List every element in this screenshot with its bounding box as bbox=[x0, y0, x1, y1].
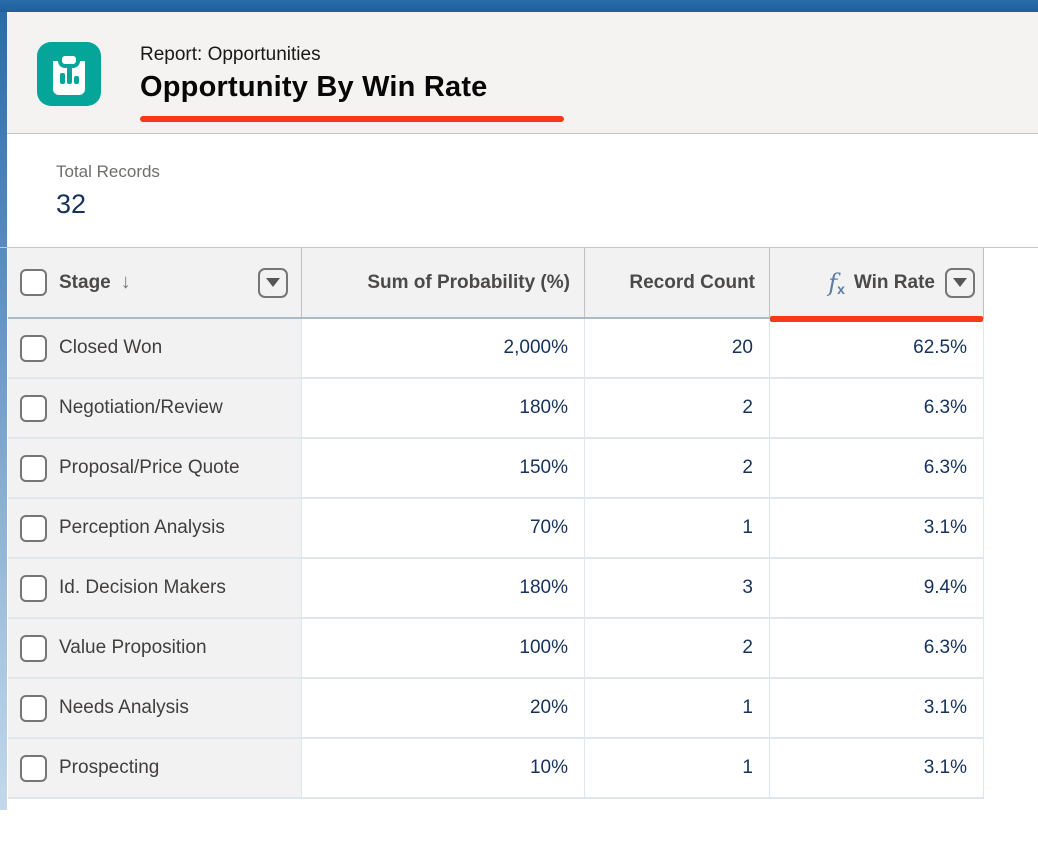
column-header-record-count[interactable]: Record Count bbox=[585, 248, 770, 317]
table-row: Negotiation/Review 180% 2 6.3% bbox=[8, 379, 984, 439]
total-records-value: 32 bbox=[56, 189, 87, 219]
win-rate-column-menu-button[interactable] bbox=[945, 267, 975, 298]
sort-descending-icon: ↓ bbox=[120, 271, 131, 293]
row-checkbox[interactable] bbox=[20, 334, 47, 362]
row-checkbox[interactable] bbox=[20, 754, 47, 782]
win-rate-cell: 6.3% bbox=[770, 439, 984, 497]
report-chart-icon bbox=[37, 42, 101, 106]
report-type-label: Report: Opportunities bbox=[140, 44, 321, 65]
record-count-cell: 1 bbox=[585, 679, 770, 737]
column-label-record-count: Record Count bbox=[629, 271, 755, 293]
table-row: Value Proposition 100% 2 6.3% bbox=[8, 619, 984, 679]
record-count-cell: 2 bbox=[585, 379, 770, 437]
stage-cell: Prospecting bbox=[8, 739, 302, 797]
table-row: Id. Decision Makers 180% 3 9.4% bbox=[8, 559, 984, 619]
sum-probability-cell: 70% bbox=[302, 499, 585, 557]
stage-cell: Proposal/Price Quote bbox=[8, 439, 302, 497]
stage-name: Prospecting bbox=[59, 757, 160, 778]
record-count-cell: 20 bbox=[585, 319, 770, 377]
report-title: Opportunity By Win Rate bbox=[140, 71, 488, 103]
column-header-stage[interactable]: Stage ↓ bbox=[8, 248, 302, 317]
column-header-win-rate[interactable]: fx Win Rate bbox=[770, 248, 984, 322]
table-row: Proposal/Price Quote 150% 2 6.3% bbox=[8, 439, 984, 499]
window-chrome-top bbox=[0, 0, 1038, 12]
sum-probability-cell: 2,000% bbox=[302, 319, 585, 377]
select-all-checkbox[interactable] bbox=[20, 269, 47, 296]
record-count-cell: 2 bbox=[585, 439, 770, 497]
stage-cell: Needs Analysis bbox=[8, 679, 302, 737]
stage-cell: Value Proposition bbox=[8, 619, 302, 677]
row-checkbox[interactable] bbox=[20, 634, 47, 662]
row-checkbox[interactable] bbox=[20, 394, 47, 422]
formula-fx-icon: fx bbox=[828, 268, 845, 297]
stage-name: Proposal/Price Quote bbox=[59, 457, 240, 478]
stage-name: Negotiation/Review bbox=[59, 397, 223, 418]
report-table: Stage ↓ Sum of Probability (%) Record Co… bbox=[8, 248, 984, 799]
win-rate-underline-annotation bbox=[770, 316, 983, 322]
stage-name: Id. Decision Makers bbox=[59, 577, 226, 598]
win-rate-cell: 9.4% bbox=[770, 559, 984, 617]
row-checkbox[interactable] bbox=[20, 574, 47, 602]
stage-name: Needs Analysis bbox=[59, 697, 189, 718]
stage-name: Value Proposition bbox=[59, 637, 207, 658]
sum-probability-cell: 20% bbox=[302, 679, 585, 737]
record-count-cell: 1 bbox=[585, 499, 770, 557]
record-count-cell: 1 bbox=[585, 739, 770, 797]
stage-cell: Negotiation/Review bbox=[8, 379, 302, 437]
stage-name: Perception Analysis bbox=[59, 517, 225, 538]
summary-section: Total Records 32 bbox=[7, 135, 1038, 247]
table-row: Closed Won 2,000% 20 62.5% bbox=[8, 319, 984, 379]
column-header-sum-probability[interactable]: Sum of Probability (%) bbox=[302, 248, 585, 317]
stage-cell: Id. Decision Makers bbox=[8, 559, 302, 617]
sum-probability-cell: 180% bbox=[302, 559, 585, 617]
row-checkbox[interactable] bbox=[20, 514, 47, 542]
total-records-label: Total Records bbox=[56, 162, 160, 181]
stage-column-menu-button[interactable] bbox=[258, 267, 288, 298]
column-label-win-rate: Win Rate bbox=[853, 271, 935, 293]
title-underline-annotation bbox=[140, 116, 564, 122]
sum-probability-cell: 10% bbox=[302, 739, 585, 797]
win-rate-cell: 3.1% bbox=[770, 499, 984, 557]
row-checkbox[interactable] bbox=[20, 694, 47, 722]
sum-probability-cell: 150% bbox=[302, 439, 585, 497]
record-count-cell: 3 bbox=[585, 559, 770, 617]
table-top-border bbox=[0, 247, 1038, 248]
stage-cell: Perception Analysis bbox=[8, 499, 302, 557]
table-body: Closed Won 2,000% 20 62.5% Negotiation/R… bbox=[8, 319, 984, 799]
table-header-row: Stage ↓ Sum of Probability (%) Record Co… bbox=[8, 248, 984, 322]
win-rate-cell: 3.1% bbox=[770, 679, 984, 737]
record-count-cell: 2 bbox=[585, 619, 770, 677]
chevron-down-icon bbox=[266, 278, 280, 287]
win-rate-cell: 6.3% bbox=[770, 379, 984, 437]
window-chrome-left bbox=[0, 12, 7, 810]
column-label-sum-probability: Sum of Probability (%) bbox=[367, 271, 570, 293]
table-row: Needs Analysis 20% 1 3.1% bbox=[8, 679, 984, 739]
row-checkbox[interactable] bbox=[20, 454, 47, 482]
table-row: Prospecting 10% 1 3.1% bbox=[8, 739, 984, 799]
win-rate-cell: 62.5% bbox=[770, 319, 984, 377]
report-header: Report: Opportunities Opportunity By Win… bbox=[7, 12, 1038, 134]
table-row: Perception Analysis 70% 1 3.1% bbox=[8, 499, 984, 559]
win-rate-cell: 6.3% bbox=[770, 619, 984, 677]
sum-probability-cell: 180% bbox=[302, 379, 585, 437]
chevron-down-icon bbox=[953, 278, 967, 287]
stage-cell: Closed Won bbox=[8, 319, 302, 377]
sum-probability-cell: 100% bbox=[302, 619, 585, 677]
win-rate-cell: 3.1% bbox=[770, 739, 984, 797]
stage-name: Closed Won bbox=[59, 337, 163, 358]
column-label-stage: Stage bbox=[59, 271, 111, 293]
